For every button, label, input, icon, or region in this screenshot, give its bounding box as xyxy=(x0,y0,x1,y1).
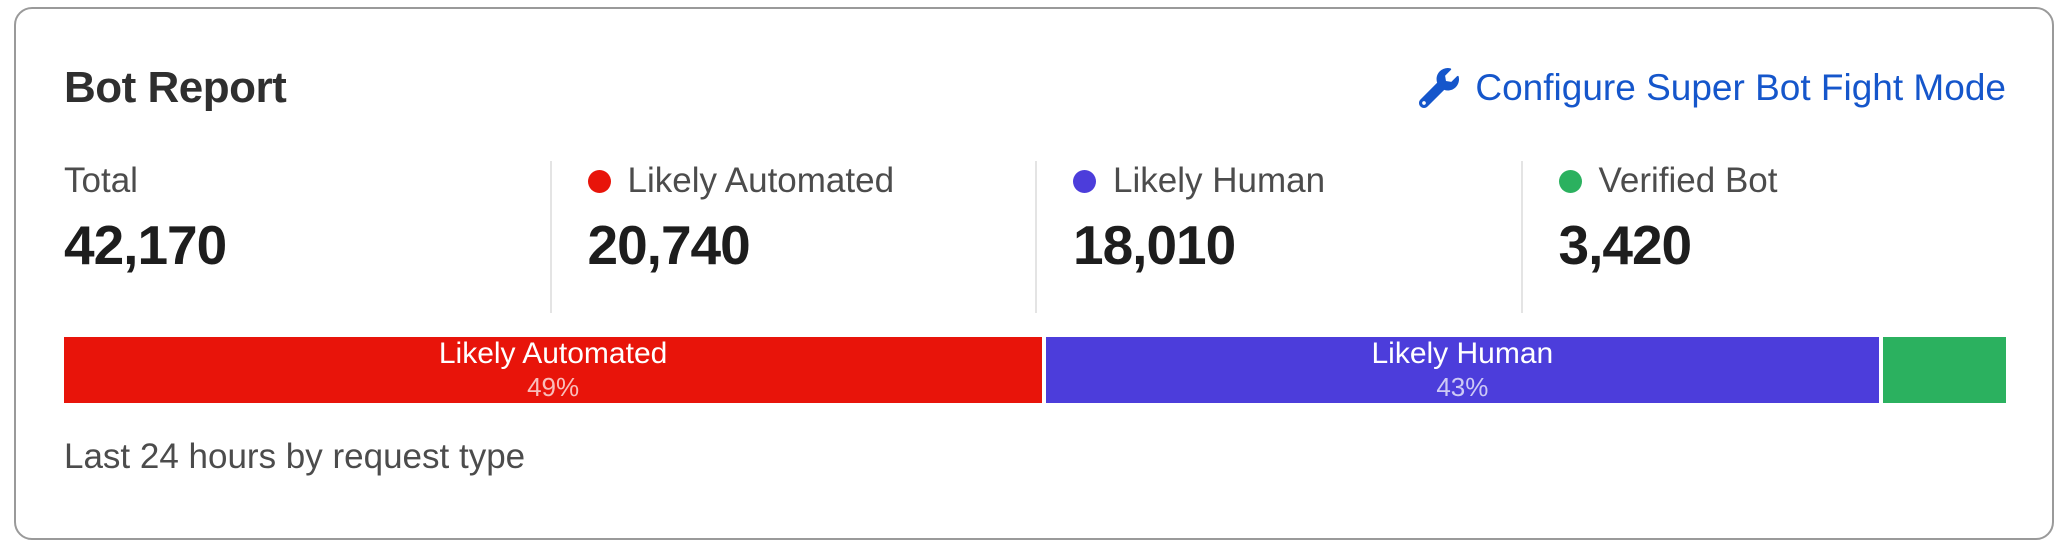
stat-likely-human-label: Likely Human xyxy=(1113,161,1326,200)
bar-segment-likely-human: Likely Human 43% xyxy=(1046,337,1879,403)
stat-likely-automated: Likely Automated 20,740 xyxy=(549,161,1036,313)
bar-segment-percent: 43% xyxy=(1436,372,1489,403)
indigo-dot-icon xyxy=(1073,169,1096,193)
stat-likely-human-value: 18,010 xyxy=(1073,214,1236,276)
stat-likely-human: Likely Human 18,010 xyxy=(1035,161,1521,313)
configure-super-bot-fight-mode-link[interactable]: Configure Super Bot Fight Mode xyxy=(1419,67,2006,109)
stat-likely-automated-label: Likely Automated xyxy=(627,161,895,200)
stacked-bar-chart: Likely Automated 49% Likely Human 43% xyxy=(64,337,2006,403)
stat-likely-automated-value: 20,740 xyxy=(587,214,751,276)
wrench-icon xyxy=(1419,68,1460,109)
bar-segment-verified-bot xyxy=(1882,337,2006,403)
stat-verified-bot-value: 3,420 xyxy=(1558,214,1693,276)
chart-caption: Last 24 hours by request type xyxy=(64,437,526,476)
stat-total: Total 42,170 xyxy=(64,161,550,313)
bot-report-card: Bot Report Configure Super Bot Fight Mod… xyxy=(14,7,2054,540)
page-title: Bot Report xyxy=(64,63,287,112)
stat-verified-bot-label: Verified Bot xyxy=(1598,161,1778,200)
bar-segment-label: Likely Automated xyxy=(438,337,668,371)
bar-segment-label: Likely Human xyxy=(1371,337,1554,371)
bar-segment-likely-automated: Likely Automated 49% xyxy=(64,337,1043,403)
configure-link-label: Configure Super Bot Fight Mode xyxy=(1475,67,2006,108)
bar-segment-percent: 49% xyxy=(527,372,580,403)
stat-verified-bot: Verified Bot 3,420 xyxy=(1520,161,2007,313)
red-dot-icon xyxy=(587,169,611,193)
green-dot-icon xyxy=(1558,169,1582,193)
stats-row: Total 42,170 Likely Automated 20,740 Lik… xyxy=(64,161,2006,313)
stat-total-label: Total xyxy=(64,161,138,200)
card-header: Bot Report Configure Super Bot Fight Mod… xyxy=(64,63,2006,113)
stat-total-value: 42,170 xyxy=(64,214,227,276)
